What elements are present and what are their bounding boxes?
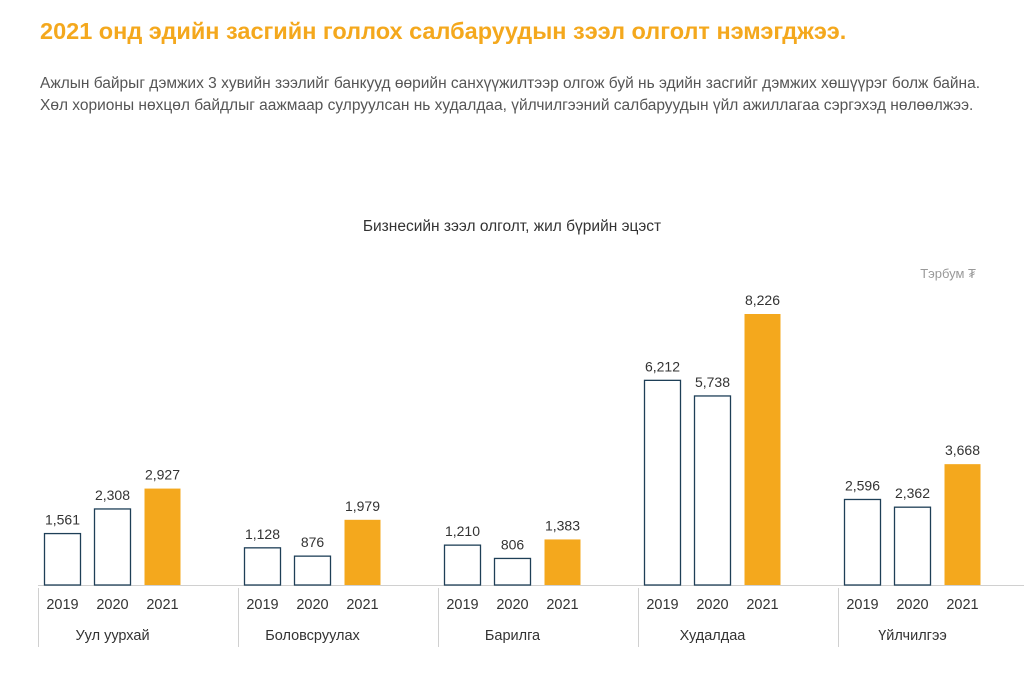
data-label: 806 — [501, 536, 525, 552]
year-tick-label: 2020 — [296, 597, 328, 613]
bar-2019 — [43, 532, 82, 586]
data-label: 8,226 — [745, 292, 780, 308]
data-label: 876 — [301, 534, 325, 550]
year-tick-label: 2020 — [696, 597, 728, 613]
data-label: 2,308 — [95, 487, 130, 503]
bar-2019 — [643, 379, 682, 586]
year-tick-label: 2021 — [146, 597, 178, 613]
bar-2019 — [243, 547, 282, 586]
category-label: Үйлчилгээ — [878, 628, 947, 644]
bar-2020 — [493, 557, 532, 586]
bar-2021 — [544, 539, 581, 585]
year-tick-label: 2020 — [896, 597, 928, 613]
data-label: 1,383 — [545, 517, 580, 533]
data-label: 1,128 — [245, 526, 280, 542]
data-label: 6,212 — [645, 358, 680, 374]
bar-2020 — [93, 508, 132, 586]
bar-2020 — [893, 506, 932, 586]
category-label: Худалдаа — [680, 628, 747, 644]
description-paragraph: Ажлын байрыг дэмжих 3 хувийн зээлийг бан… — [40, 75, 981, 114]
data-label: 2,362 — [895, 485, 930, 501]
year-tick-label: 2019 — [46, 597, 78, 613]
category-label: Боловсруулах — [265, 628, 360, 644]
bar-2021 — [144, 488, 181, 585]
year-tick-label: 2021 — [946, 597, 978, 613]
data-label: 2,596 — [845, 477, 880, 493]
chart-title: Бизнесийн зээл олголт, жил бүрийн эцэст — [362, 218, 662, 235]
unit-label: Тэрбум ₮ — [920, 266, 976, 281]
data-label: 1,561 — [45, 512, 80, 528]
year-tick-label: 2019 — [246, 597, 278, 613]
bar-2020 — [693, 395, 732, 586]
year-tick-label: 2020 — [496, 597, 528, 613]
page-title: 2021 онд эдийн засгийн голлох салбарууды… — [40, 18, 847, 44]
bar-2021 — [744, 314, 781, 585]
data-label: 2,927 — [145, 467, 180, 483]
data-label: 3,668 — [945, 442, 980, 458]
bar-2020 — [293, 555, 332, 586]
category-label: Барилга — [485, 628, 541, 644]
bar-2019 — [843, 498, 882, 586]
year-tick-label: 2020 — [96, 597, 128, 613]
year-tick-label: 2021 — [746, 597, 778, 613]
data-label: 1,210 — [445, 523, 480, 539]
year-tick-label: 2019 — [846, 597, 878, 613]
data-label: 1,979 — [345, 498, 380, 514]
year-tick-label: 2021 — [346, 597, 378, 613]
data-label: 5,738 — [695, 374, 730, 390]
year-tick-label: 2021 — [546, 597, 578, 613]
year-tick-label: 2019 — [646, 597, 678, 613]
bar-2019 — [443, 544, 482, 586]
year-tick-label: 2019 — [446, 597, 478, 613]
category-label: Уул уурхай — [75, 628, 149, 644]
bar-2021 — [944, 464, 981, 585]
bar-2021 — [344, 519, 381, 585]
